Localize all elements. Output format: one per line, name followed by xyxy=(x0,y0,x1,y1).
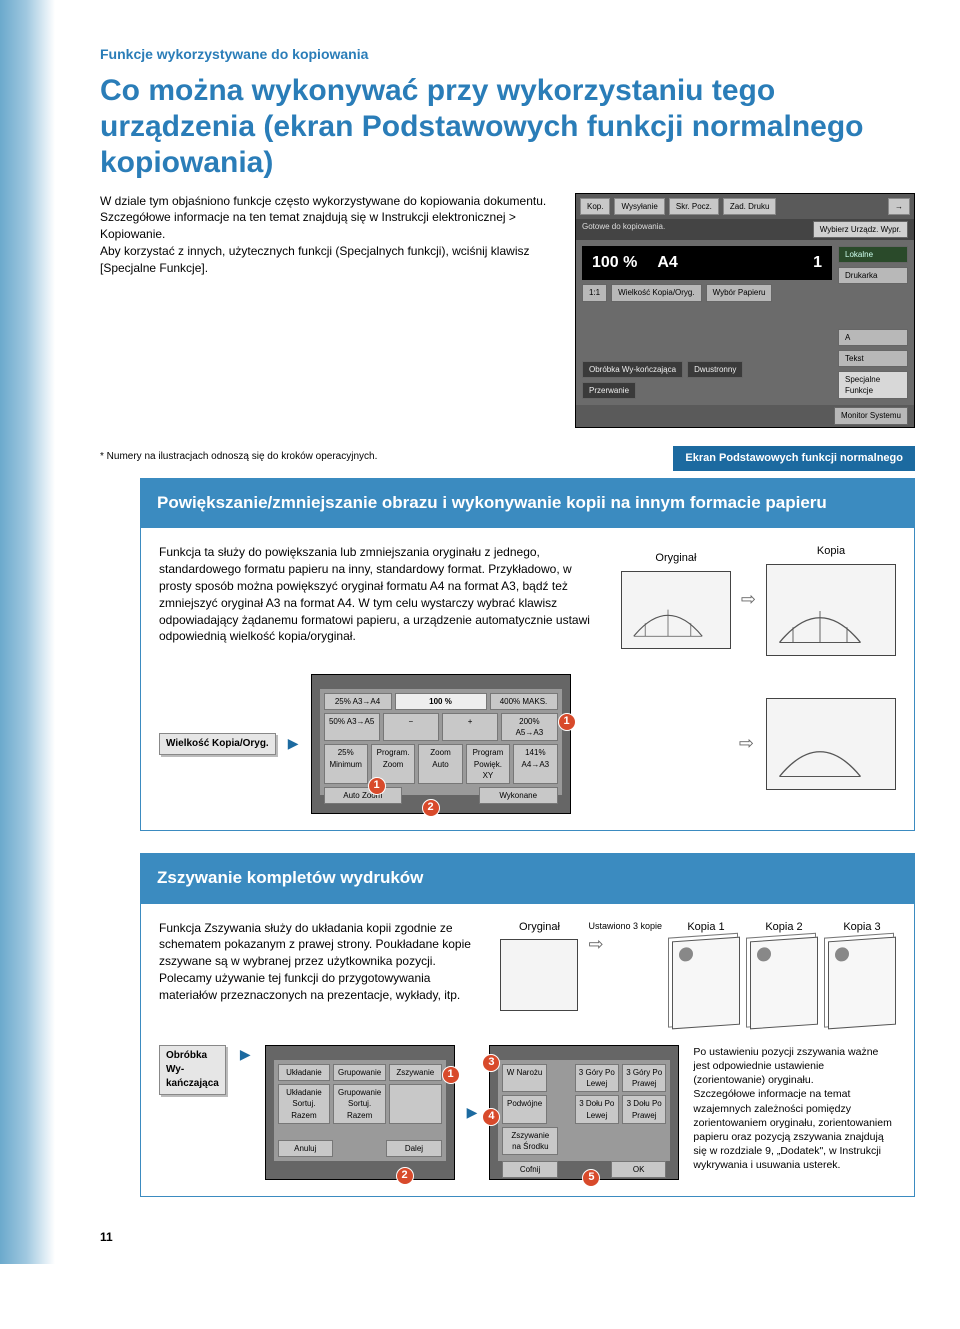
result-thumb xyxy=(766,698,896,790)
finishing-button[interactable]: Obróbka Wy-kańczająca xyxy=(159,1045,226,1095)
text-mode[interactable]: Tekst xyxy=(838,350,908,367)
arrow-right-icon: ⇨ xyxy=(739,731,754,756)
duplex-button[interactable]: Dwustronny xyxy=(687,361,743,378)
select-device-button[interactable]: Wybierz Urządz. Wypr. xyxy=(813,221,908,238)
label-copy2: Kopia 2 xyxy=(750,920,818,935)
arrow-right-icon: ⇨ xyxy=(741,587,756,612)
printer-label: Drukarka xyxy=(838,267,908,284)
copy-thumb xyxy=(672,937,740,1030)
screen-badge: Ekran Podstawowych funkcji normalnego xyxy=(673,446,915,471)
label-original: Oryginał xyxy=(500,920,578,935)
side-tab xyxy=(0,0,55,1264)
monitor-button[interactable]: Monitor Systemu xyxy=(834,407,908,424)
copy-thumb xyxy=(750,937,818,1030)
thumb-copy xyxy=(766,564,896,656)
thumb-original xyxy=(621,571,731,649)
step-badge-1b: 1 xyxy=(368,777,386,795)
copier-screen: Kop. Wysyłanie Skr. Pocz. Zad. Druku → G… xyxy=(575,193,915,428)
finish-screen-2: W Narożu 3 Góry Po Lewej 3 Góry Po Prawe… xyxy=(489,1045,679,1180)
step-badge-1: 1 xyxy=(558,713,576,731)
status-text: Gotowe do kopiowania. xyxy=(582,221,665,238)
step-badge-2: 2 xyxy=(422,799,440,817)
label-copy1: Kopia 1 xyxy=(672,920,740,935)
zoom-ratio-button[interactable]: Wielkość Kopia/Oryg. xyxy=(159,733,276,755)
section2-text: Funkcja Zszywania służy do układania kop… xyxy=(159,920,482,1027)
staple-note: Po ustawieniu pozycji zszywania ważne je… xyxy=(693,1045,896,1173)
label-copy: Kopia xyxy=(766,544,896,559)
locale-label: Lokalne xyxy=(838,246,908,263)
finishing-button[interactable]: Obróbka Wy-kończająca xyxy=(582,361,683,378)
label-copy3: Kopia 3 xyxy=(828,920,896,935)
overline: Funkcje wykorzystywane do kopiowania xyxy=(100,45,915,65)
screen-tab[interactable]: Skr. Pocz. xyxy=(669,198,719,215)
section-zoom: Powiększanie/zmniejszanie obrazu i wykon… xyxy=(140,478,915,831)
section-staple: Zszywanie kompletów wydruków Funkcja Zsz… xyxy=(140,853,915,1197)
chevron-right-icon: ▶ xyxy=(288,734,299,754)
page-number: 11 xyxy=(100,1229,113,1246)
finish-screen-1: Układanie Grupowanie Zszywanie Układanie… xyxy=(265,1045,455,1180)
label-original: Oryginał xyxy=(621,551,731,566)
step-badge-1: 1 xyxy=(442,1066,460,1084)
copy-thumb xyxy=(828,937,896,1030)
density-a[interactable]: A xyxy=(838,329,908,346)
chevron-right-icon: ▶ xyxy=(240,1045,251,1065)
section1-text: Funkcja ta służy do powiększania lub zmn… xyxy=(159,544,603,655)
screen-tab[interactable]: Kop. xyxy=(580,198,610,215)
step-badge-2: 2 xyxy=(396,1167,414,1185)
section-head: Powiększanie/zmniejszanie obrazu i wykon… xyxy=(141,479,914,529)
arrow-right-icon: ⇨ xyxy=(588,932,662,957)
set-note: Ustawiono 3 kopie xyxy=(588,920,662,933)
section-head: Zszywanie kompletów wydruków xyxy=(141,854,914,904)
screen-tab[interactable]: Wysyłanie xyxy=(614,198,664,215)
chevron-right-icon: ▶ xyxy=(467,1103,478,1123)
step-badge-5: 5 xyxy=(582,1169,600,1187)
zoom-button[interactable]: Wielkość Kopia/Oryg. xyxy=(611,284,701,301)
paper-button[interactable]: Wybór Papieru xyxy=(706,284,773,301)
readout: 100 % A4 1 xyxy=(582,246,832,280)
arrow-right-icon[interactable]: → xyxy=(888,198,910,215)
special-functions-button[interactable]: Specjalne Funkcje xyxy=(838,371,908,399)
zoom-mini-screen: 25% A3→A4 100 % 400% MAKS. 50% A3→A5 − +… xyxy=(311,674,571,814)
orig-stack xyxy=(500,939,578,1011)
intro-text: W dziale tym objaśniono funkcje często w… xyxy=(100,193,555,428)
ratio-button[interactable]: 1:1 xyxy=(582,284,607,301)
page-title: Co można wykonywać przy wykorzystaniu te… xyxy=(100,73,915,181)
interrupt-button[interactable]: Przerwanie xyxy=(582,382,636,399)
screen-tab[interactable]: Zad. Druku xyxy=(723,198,777,215)
